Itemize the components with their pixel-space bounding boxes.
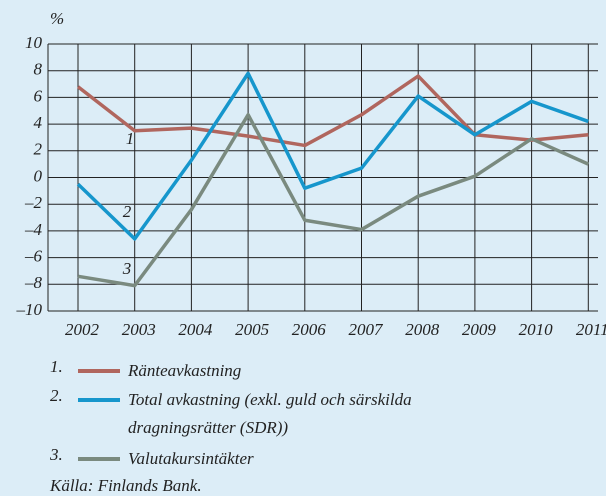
line-label: 2 [123, 202, 132, 221]
chart: % –10 –8 –6 –4 –2 0 2 4 6 8 10 2002 2003 2004 2005 2006… [16, 9, 606, 339]
y-tick-label: –4 [24, 220, 43, 239]
source: Källa: Finlands Bank. [50, 476, 202, 495]
series-line [77, 113, 590, 288]
y-tick-label: 0 [34, 166, 43, 185]
y-unit: % [50, 9, 64, 28]
y-tick-label: 6 [34, 86, 43, 105]
x-tick-label: 2003 [122, 320, 156, 339]
y-tick-label: 8 [34, 60, 43, 79]
y-tick-label: –6 [24, 247, 43, 266]
legend-number: 2. [50, 386, 63, 405]
series-line [76, 74, 589, 148]
legend-number: 3. [50, 445, 63, 464]
y-tick-label: 4 [34, 113, 43, 132]
y-tick-label: –10 [16, 300, 43, 319]
x-tick-label: 2009 [462, 320, 497, 339]
x-tick-label: 2011 [576, 320, 606, 339]
legend-swatch [78, 369, 120, 373]
y-tick-label: 2 [34, 140, 43, 159]
y-tick-label: –8 [24, 273, 43, 292]
x-tick-label: 2008 [405, 320, 440, 339]
legend-label: Ränteavkastning [128, 361, 242, 380]
legend-label: Valutakursintäkter [128, 449, 254, 468]
x-tick-label: 2005 [235, 320, 269, 339]
x-tick-label: 2002 [65, 320, 100, 339]
legend-number: 1. [50, 357, 63, 376]
line-label: 1 [126, 129, 135, 148]
legend-swatch [78, 398, 120, 402]
x-tick-label: 2006 [292, 320, 327, 339]
legend-label: Total avkastning (exkl. guld och särskil… [128, 390, 412, 437]
x-tick-label: 2004 [178, 320, 213, 339]
y-tick-label: –2 [24, 193, 43, 212]
series-line [76, 71, 589, 241]
x-tick-label: 2007 [349, 320, 385, 339]
y-tick-label: 10 [25, 33, 43, 52]
legend-swatch [78, 457, 120, 461]
line-label: 3 [122, 259, 132, 278]
x-tick-label: 2010 [519, 320, 554, 339]
